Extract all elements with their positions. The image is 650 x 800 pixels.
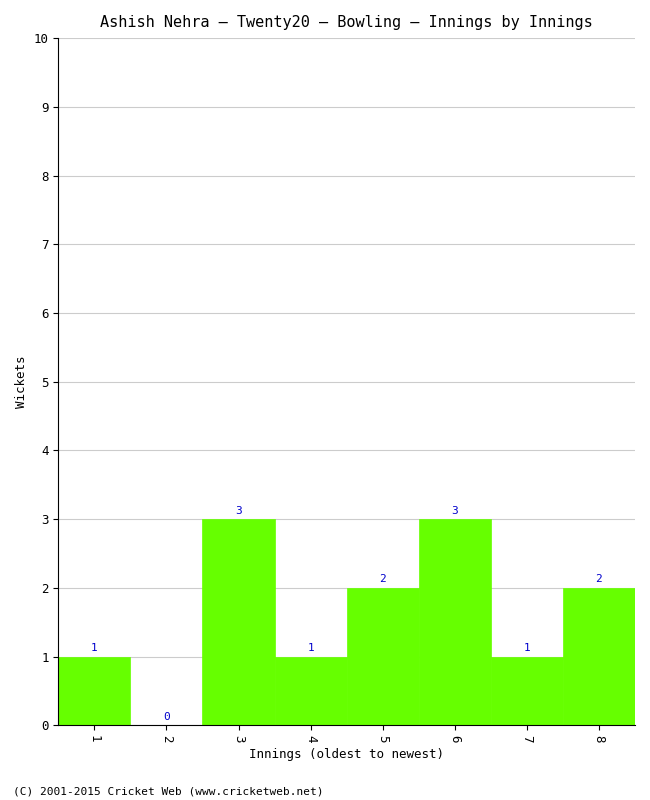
Title: Ashish Nehra – Twenty20 – Bowling – Innings by Innings: Ashish Nehra – Twenty20 – Bowling – Inni… [100, 15, 593, 30]
Text: 0: 0 [163, 712, 170, 722]
Bar [58, 657, 131, 726]
Bar [202, 519, 274, 726]
Bar [563, 588, 635, 726]
Text: 2: 2 [380, 574, 386, 584]
X-axis label: Innings (oldest to newest): Innings (oldest to newest) [249, 748, 444, 761]
Y-axis label: Wickets: Wickets [15, 355, 28, 408]
Bar [491, 657, 563, 726]
Text: 1: 1 [307, 643, 314, 653]
Text: 1: 1 [91, 643, 98, 653]
Bar [274, 657, 346, 726]
Text: 1: 1 [523, 643, 530, 653]
Text: 2: 2 [595, 574, 603, 584]
Bar [419, 519, 491, 726]
Text: 3: 3 [451, 506, 458, 516]
Text: (C) 2001-2015 Cricket Web (www.cricketweb.net): (C) 2001-2015 Cricket Web (www.cricketwe… [13, 786, 324, 796]
Bar [346, 588, 419, 726]
Text: 3: 3 [235, 506, 242, 516]
